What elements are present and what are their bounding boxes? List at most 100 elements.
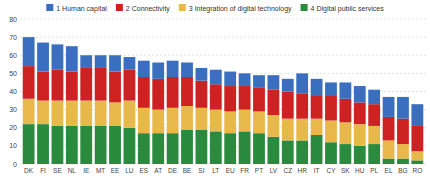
bar-segment [383, 159, 395, 164]
y-tick-label: 0 [13, 161, 17, 168]
y-tick-label: 30 [9, 106, 17, 113]
y-tick-label: 50 [9, 70, 17, 77]
bar-segment [325, 95, 337, 120]
bar-segment [181, 63, 193, 78]
bar-segment [397, 144, 409, 159]
bar-segment [368, 90, 380, 105]
bar-segment [354, 146, 366, 164]
bar-segment [52, 101, 64, 126]
x-tick-label: IE [83, 167, 90, 174]
bar-segment [109, 126, 121, 164]
bar-segment [311, 135, 323, 164]
x-tick-label: HU [355, 167, 365, 174]
bar-segment [37, 72, 49, 101]
bar-segment [282, 119, 294, 141]
bar-segment [267, 137, 279, 164]
bar-segment [296, 119, 308, 141]
bar-segment [196, 68, 208, 81]
bar-segment [311, 79, 323, 95]
bar-segment [196, 108, 208, 130]
bar-segment [80, 101, 92, 126]
bar-segment [354, 86, 366, 102]
bar-segment [95, 55, 107, 68]
bar-segment [411, 126, 423, 151]
bar-segment [253, 88, 265, 112]
x-tick-label: LT [212, 167, 219, 174]
bar-segment [23, 37, 35, 66]
x-tick-label: DE [168, 167, 178, 174]
bar-segment [37, 124, 49, 164]
bar-segment [282, 140, 294, 164]
y-tick-label: 40 [9, 88, 17, 95]
bar-segment [80, 55, 92, 68]
bar-segment [152, 79, 164, 110]
bar-segment [411, 104, 423, 126]
bar-segment [311, 119, 323, 135]
x-tick-label: SK [341, 167, 350, 174]
bar-segment [325, 142, 337, 164]
bar-segment [253, 133, 265, 164]
x-tick-label: FI [40, 167, 46, 174]
x-tick-label: DK [24, 167, 34, 174]
bar-segment [325, 121, 337, 143]
bar-segment [167, 133, 179, 164]
x-tick-label: LU [125, 167, 134, 174]
bar-segment [354, 124, 366, 146]
bar-segment [239, 86, 251, 110]
bar-segment [397, 97, 409, 119]
bar-segment [109, 102, 121, 126]
bar-segment [66, 101, 78, 126]
bar-segment [239, 73, 251, 86]
grid-line [20, 19, 426, 20]
bar-segment [267, 90, 279, 115]
bar-segment [397, 159, 409, 164]
bar-segment [210, 70, 222, 85]
y-axis: 01020304050607080 [9, 16, 17, 168]
legend-label: 4 Digital public services [311, 5, 385, 13]
bar-segment [80, 68, 92, 101]
bar-segment [411, 151, 423, 160]
y-tick-label: 70 [9, 34, 17, 41]
bar-segment [210, 110, 222, 132]
x-tick-label: FR [240, 167, 249, 174]
bar-segment [411, 160, 423, 164]
bars [23, 37, 424, 164]
bar-segment [152, 133, 164, 164]
bar-segment [383, 117, 395, 141]
x-tick-label: NL [68, 167, 77, 174]
bar-segment [224, 133, 236, 164]
bar-segment [181, 130, 193, 164]
bar-segment [282, 79, 294, 92]
bar-segment [138, 133, 150, 164]
y-tick-label: 60 [9, 52, 17, 59]
x-tick-label: BG [398, 167, 407, 174]
legend-swatch [116, 4, 123, 11]
x-tick-label: EE [111, 167, 120, 174]
legend-item: 4 Digital public services [301, 4, 385, 13]
bar-segment [181, 106, 193, 130]
bar-segment [152, 63, 164, 79]
x-tick-label: AT [154, 167, 162, 174]
bar-segment [95, 126, 107, 164]
x-tick-label: HR [297, 167, 307, 174]
legend-label: 1 Human capital [56, 5, 107, 13]
bar-segment [239, 131, 251, 164]
x-tick-label: LV [270, 167, 278, 174]
bar-segment [52, 126, 64, 164]
bar-segment [196, 130, 208, 164]
bar-segment [95, 68, 107, 101]
legend-label: 2 Connectivity [126, 5, 170, 13]
bar-segment [339, 144, 351, 164]
bar-segment [368, 144, 380, 164]
x-tick-label: ES [139, 167, 148, 174]
legend-item: 3 Integration of digital technology [179, 4, 292, 13]
x-tick-label: SE [53, 167, 62, 174]
x-tick-label: SI [198, 167, 204, 174]
legend-item: 1 Human capital [46, 4, 107, 13]
bar-segment [267, 75, 279, 90]
bar-segment [52, 44, 64, 69]
x-tick-label: RO [412, 167, 422, 174]
bar-segment [167, 77, 179, 108]
legend-swatch [46, 4, 53, 11]
bar-segment [253, 111, 265, 133]
